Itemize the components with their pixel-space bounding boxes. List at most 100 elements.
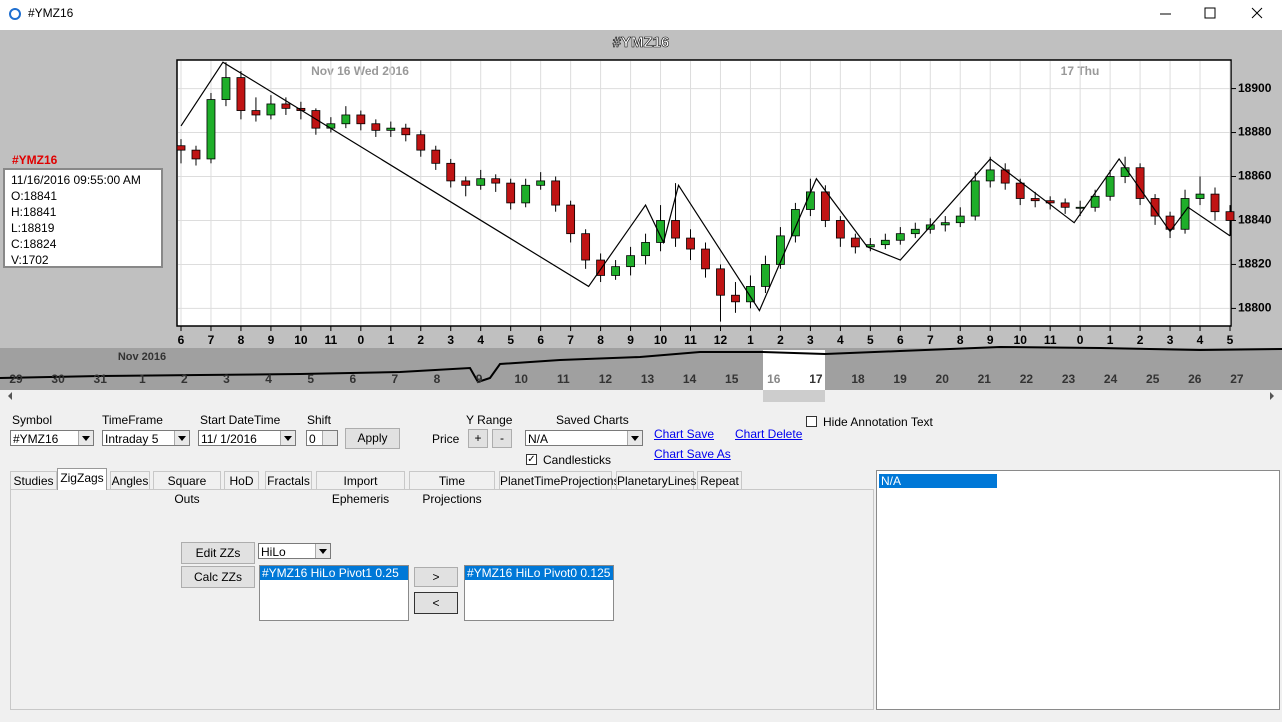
x-tick-label: 6 [537, 333, 544, 347]
chart-save-as-link[interactable]: Chart Save As [654, 447, 731, 461]
navigator-day: 8 [434, 372, 441, 386]
candle-body [776, 235, 785, 265]
timeframe-select[interactable]: Intraday 5 [102, 430, 190, 446]
input-value: 0 [309, 432, 316, 446]
tab[interactable]: PlanetTimeProjections [499, 471, 620, 489]
annotation-list[interactable]: N/A [876, 470, 1280, 710]
plus-button[interactable]: + [468, 429, 488, 448]
select-value: 11/ 1/2016 [201, 432, 257, 446]
calc-zz-button[interactable]: Calc ZZs [181, 566, 255, 588]
candle-body [1135, 167, 1145, 199]
candle-body [716, 268, 725, 296]
available-list[interactable]: #YMZ16 HiLo Pivot1 0.25 [259, 565, 409, 621]
navigator-day: 6 [349, 372, 356, 386]
candle-body [176, 145, 186, 151]
x-tick-label: 11 [684, 333, 697, 347]
info-line: H:18841 [11, 205, 57, 219]
maximize-button[interactable] [1204, 7, 1216, 19]
navigator-day: 3 [223, 372, 230, 386]
zigzag-line [180, 61, 1231, 312]
candle-body [491, 178, 501, 184]
candle-body [206, 99, 216, 160]
candle-body [656, 220, 665, 243]
candle-body [281, 103, 291, 109]
navigator-month: Nov 2016 [118, 351, 166, 363]
navigator-day: 11 [557, 372, 570, 386]
start-date-select[interactable]: 11/ 1/2016 [198, 430, 296, 446]
x-tick-label: 10 [654, 333, 668, 347]
tab[interactable]: HoD [224, 471, 259, 489]
navigator-day: 17 [809, 372, 823, 386]
edit-zz-button[interactable]: Edit ZZs [181, 542, 255, 564]
y-tick-label: 18860 [1238, 169, 1272, 183]
tab[interactable]: Import Ephemeris [316, 471, 405, 506]
x-tick-label: 6 [178, 333, 185, 347]
navigator-day: 25 [1146, 372, 1160, 386]
saved-charts-select[interactable]: N/A [525, 430, 643, 446]
candle-body [1225, 211, 1235, 221]
list-item[interactable]: N/A [879, 474, 997, 488]
tab[interactable]: Studies [10, 471, 57, 489]
label: Y Range [466, 413, 513, 427]
candle-body [731, 294, 740, 303]
candle-body [1195, 193, 1205, 199]
date-annotation: Nov 16 Wed 2016 [311, 64, 409, 78]
tab[interactable]: Angles [110, 471, 150, 489]
minus-button[interactable]: - [492, 429, 512, 448]
move-left-button[interactable]: < [414, 592, 458, 614]
navigator-day: 4 [265, 372, 272, 386]
y-tick-label: 18800 [1238, 301, 1272, 315]
candle-body [641, 242, 650, 257]
app-icon [9, 8, 21, 20]
x-tick-label: 11 [325, 333, 338, 347]
tab[interactable]: Square Outs [153, 471, 221, 506]
candle-body [221, 77, 231, 100]
y-tick-label: 18840 [1238, 213, 1272, 227]
tab[interactable]: PlanetaryLines [616, 471, 696, 489]
chart-area: #YMZ16 #YMZ16 Nov 16 Wed 2016 17 Thu 188… [0, 0, 1282, 402]
x-tick-label: 10 [1014, 333, 1028, 347]
tab[interactable]: Fractals [265, 471, 312, 489]
x-tick-label: 4 [1197, 333, 1204, 347]
tab[interactable]: ZigZags [57, 468, 107, 490]
candle-body [701, 248, 710, 270]
selected-list[interactable]: #YMZ16 HiLo Pivot0 0.125 [464, 565, 614, 621]
scroll-thumb[interactable] [763, 390, 825, 402]
chart-save-link[interactable]: Chart Save [654, 427, 715, 441]
tab[interactable]: Time Projections [409, 471, 495, 506]
info-line: V:1702 [11, 253, 49, 267]
label: Symbol [12, 413, 53, 427]
apply-button[interactable]: Apply [345, 428, 400, 449]
label: TimeFrame [102, 413, 163, 427]
shift-input[interactable]: 0 [306, 430, 338, 446]
x-tick-label: 0 [357, 333, 364, 347]
candle-body [940, 222, 950, 226]
candle-body [236, 77, 246, 111]
candlesticks-checkbox[interactable]: ✓ [526, 454, 537, 465]
candle-body [596, 259, 605, 276]
candle-body [1060, 202, 1070, 208]
navigator-day: 30 [51, 372, 65, 386]
tab[interactable]: Repeat [697, 471, 742, 489]
hide-annotation-checkbox[interactable] [806, 416, 817, 427]
symbol-select[interactable]: #YMZ16 [10, 430, 94, 446]
navigator-day: 5 [307, 372, 314, 386]
scrollbar[interactable] [0, 390, 1282, 402]
method-select[interactable]: HiLo [258, 543, 331, 559]
x-tick-label: 7 [927, 333, 934, 347]
candle-body [431, 149, 441, 164]
candle-body [970, 180, 980, 217]
candle-body [461, 180, 471, 186]
candle-body [611, 266, 620, 276]
list-item[interactable]: #YMZ16 HiLo Pivot1 0.25 [260, 566, 408, 580]
window-title: #YMZ16 [28, 6, 74, 20]
candle-body [1165, 215, 1175, 230]
navigator-day: 12 [599, 372, 613, 386]
candle-body [1180, 198, 1190, 230]
navigator-window[interactable] [763, 350, 825, 390]
close-button[interactable] [1251, 7, 1263, 19]
chart-delete-link[interactable]: Chart Delete [735, 427, 803, 441]
move-right-button[interactable]: > [414, 567, 458, 587]
x-tick-label: 10 [294, 333, 308, 347]
list-item[interactable]: #YMZ16 HiLo Pivot0 0.125 [465, 566, 613, 580]
